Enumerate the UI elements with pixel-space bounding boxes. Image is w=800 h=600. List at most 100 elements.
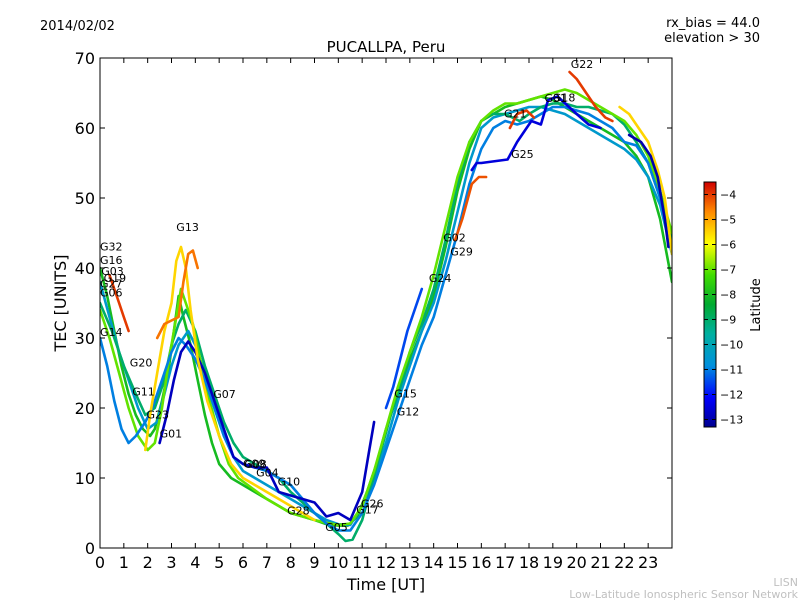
y-axis-label: TEC [UNITS] [51,255,70,353]
x-tick-label: 6 [238,553,248,572]
colorbar-tick-label: −7 [720,264,736,277]
x-tick-label: 14 [423,553,443,572]
satellite-label-g06: G06 [100,287,123,300]
satellite-label-g09: G09 [243,458,266,471]
y-tick-label: 50 [75,189,95,208]
satellite-label-g10: G10 [278,476,301,489]
x-tick-label: 9 [309,553,319,572]
series-line-F [158,340,376,522]
x-tick-label: 16 [471,553,491,572]
y-tick-label: 20 [75,399,95,418]
satellite-label-g19: G19 [104,272,127,285]
x-tick-label: 15 [447,553,467,572]
x-tick-label: 2 [143,553,153,572]
satellite-label-g03: G03 [101,265,124,278]
colorbar-ticks: −4 −5 −6 −7 −8 −9 −10 −11 −12 −13 [704,189,743,427]
series-line-P [627,133,670,249]
x-tick-label: 4 [190,553,200,572]
satellite-label-g11: G11 [132,385,155,398]
y-tick-label: 40 [75,259,95,278]
colorbar-tick-label: −9 [720,314,736,327]
x-tick-label: 12 [376,553,396,572]
colorbar-tick-label: −13 [720,414,743,427]
satellite-label-g28: G28 [287,504,310,517]
satellite-label-g12: G12 [397,406,420,419]
credit-lisn: LISN [773,576,798,589]
satellite-label-g25: G25 [511,148,534,161]
x-tick-label: 22 [614,553,634,572]
satellite-label-g16: G16 [100,254,123,267]
colorbar-tick-label: −10 [720,339,743,352]
series-line-M [470,95,602,172]
series-line-E [100,105,672,532]
y-tick-label: 0 [85,539,95,558]
series-line-J [508,109,536,130]
x-tick-label: 20 [566,553,586,572]
satellite-label-g07: G07 [213,388,236,401]
colorbar-tick-label: −8 [720,289,736,302]
x-tick-label: 23 [638,553,658,572]
series-line-H [108,273,130,333]
satellite-label-g32: G32 [100,241,123,254]
series-line-N [384,287,424,410]
colorbar-tick-label: −6 [720,239,736,252]
rx-bias-label: rx_bias = 44.0 [666,16,760,31]
y-tick-label: 10 [75,469,95,488]
series-line-G [144,245,316,522]
y-tick-label: 60 [75,119,95,138]
satellite-label-g17: G17 [356,504,379,517]
satellite-label-g29: G29 [450,245,473,258]
series-line-B [100,105,672,527]
satellite-label-g04: G04 [256,467,279,480]
y-axis: 0 10 20 30 40 50 60 70 [75,49,672,558]
satellite-label-g18: G18 [553,91,576,104]
satellite-label-g14: G14 [100,326,123,339]
colorbar-tick-label: −11 [720,364,743,377]
series-line-K [568,70,614,123]
x-tick-label: 8 [286,553,296,572]
satellite-label-g26: G26 [361,497,384,510]
satellite-label-g13: G13 [176,221,199,234]
x-tick-label: 18 [519,553,539,572]
x-tick-label: 10 [328,553,348,572]
x-axis: 0 1 2 3 4 5 6 7 8 9 10 11 12 13 14 15 16 17 18 19 20 21 22 23 [95,58,658,572]
satellite-label-g31: G31 [545,92,568,105]
colorbar [703,181,717,428]
satellite-label-g24: G24 [429,272,452,285]
elevation-label: elevation > 30 [664,31,760,46]
x-tick-label: 1 [119,553,129,572]
satellite-label-g23: G23 [147,409,170,422]
x-axis-label: Time [UT] [346,575,425,594]
satellite-label-g05: G05 [325,521,348,534]
series-line-D [100,88,672,527]
y-tick-label: 70 [75,49,95,68]
x-tick-label: 5 [214,553,224,572]
chart-title: PUCALLPA, Peru [327,38,446,56]
colorbar-label: Latitude [749,278,764,332]
series-line-O [618,105,672,256]
x-tick-label: 17 [495,553,515,572]
x-tick-label: 7 [262,553,272,572]
series-layer [100,70,672,543]
x-tick-label: 3 [166,553,176,572]
series-line-L [453,175,488,242]
x-tick-label: 19 [543,553,563,572]
satellite-label-g20: G20 [130,357,153,370]
satellite-label-g21: G21 [504,108,527,121]
x-tick-label: 0 [95,553,105,572]
satellite-label-g22: G22 [571,58,594,71]
colorbar-tick-label: −12 [720,389,743,402]
y-tick-label: 30 [75,329,95,348]
series-line-I [155,249,199,340]
x-tick-label: 11 [352,553,372,572]
satellite-label-g27: G27 [100,278,123,291]
x-tick-label: 21 [590,553,610,572]
chart-date: 2014/02/02 [40,19,115,34]
satellite-label-g01: G01 [160,427,183,440]
colorbar-tick-label: −4 [720,189,736,202]
colorbar-tick-label: −5 [720,214,736,227]
satellite-label-g02: G02 [443,231,466,244]
x-tick-label: 13 [400,553,420,572]
